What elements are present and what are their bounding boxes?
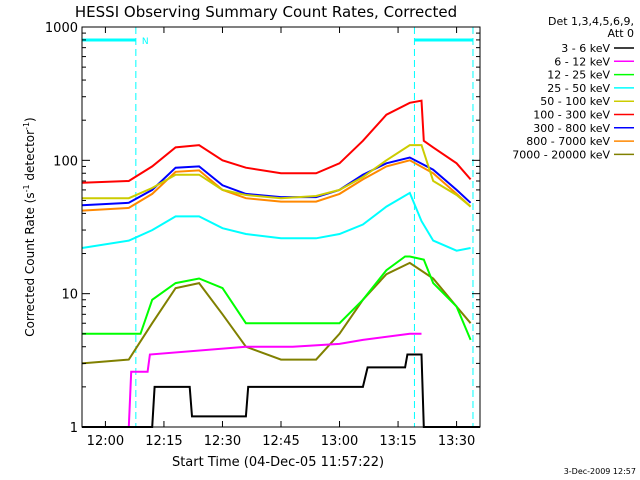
x-tick-label-6: 13:30	[438, 434, 475, 449]
series-line-0	[82, 353, 480, 428]
legend-label-0: 3 - 6 keV	[561, 42, 610, 55]
y-axis-label: Corrected Count Rate (s-1 detector-1)	[22, 117, 37, 336]
series-line-2	[82, 255, 472, 341]
x-tick-label-0: 12:00	[87, 434, 124, 449]
y-axis-label-end: )	[23, 117, 37, 122]
series-line-7	[81, 159, 472, 212]
series-line-4	[82, 144, 472, 208]
y-tick-label-1: 10	[61, 288, 78, 303]
y-axis-label-mid: detector	[23, 130, 37, 185]
legend-header-0: Det 1,3,4,5,6,9,	[548, 15, 634, 28]
legend-label-8: 7000 - 20000 keV	[512, 148, 610, 161]
x-axis: 12:00 12:15 12:30 12:45 13:00 13:15 13:30	[87, 27, 475, 449]
legend-header-1: Att 0	[608, 27, 634, 40]
legend-label-3: 25 - 50 keV	[547, 82, 610, 95]
x-tick-label-4: 13:00	[321, 434, 358, 449]
legend-label-5: 100 - 300 keV	[533, 109, 610, 122]
night-markers: N	[82, 27, 474, 427]
y-tick-label-3: 1000	[45, 21, 78, 36]
legend-label-6: 300 - 800 keV	[533, 122, 610, 135]
night-label: N	[142, 37, 149, 47]
series-line-1	[105, 332, 422, 428]
data-series	[81, 99, 480, 428]
series-line-5	[81, 99, 472, 184]
y-axis-label-sup1: -1	[22, 184, 31, 192]
y-axis-label-main: Corrected Count Rate (s	[23, 192, 37, 336]
y-tick-label-0: 1	[70, 421, 78, 436]
y-axis-label-sup2: -1	[22, 122, 31, 130]
timestamp: 3-Dec-2009 12:57	[564, 467, 636, 476]
x-tick-label-3: 12:45	[262, 434, 299, 449]
series-line-8	[81, 261, 472, 365]
y-tick-label-2: 100	[53, 154, 78, 169]
x-tick-label-1: 12:15	[145, 434, 182, 449]
legend-label-1: 6 - 12 keV	[554, 55, 610, 68]
series-line-3	[81, 191, 471, 252]
x-tick-label-2: 12:30	[204, 434, 241, 449]
x-tick-label-5: 13:15	[379, 434, 416, 449]
y-axis: 1 10 100 1000	[45, 21, 480, 436]
chart-title: HESSI Observing Summary Count Rates, Cor…	[75, 3, 457, 21]
plot-frame	[81, 26, 481, 428]
legend-label-7: 800 - 7000 keV	[526, 135, 610, 148]
x-axis-label: Start Time (04-Dec-05 11:57:22)	[172, 455, 384, 470]
legend-label-4: 50 - 100 keV	[540, 95, 610, 108]
legend-label-2: 12 - 25 keV	[547, 69, 610, 82]
